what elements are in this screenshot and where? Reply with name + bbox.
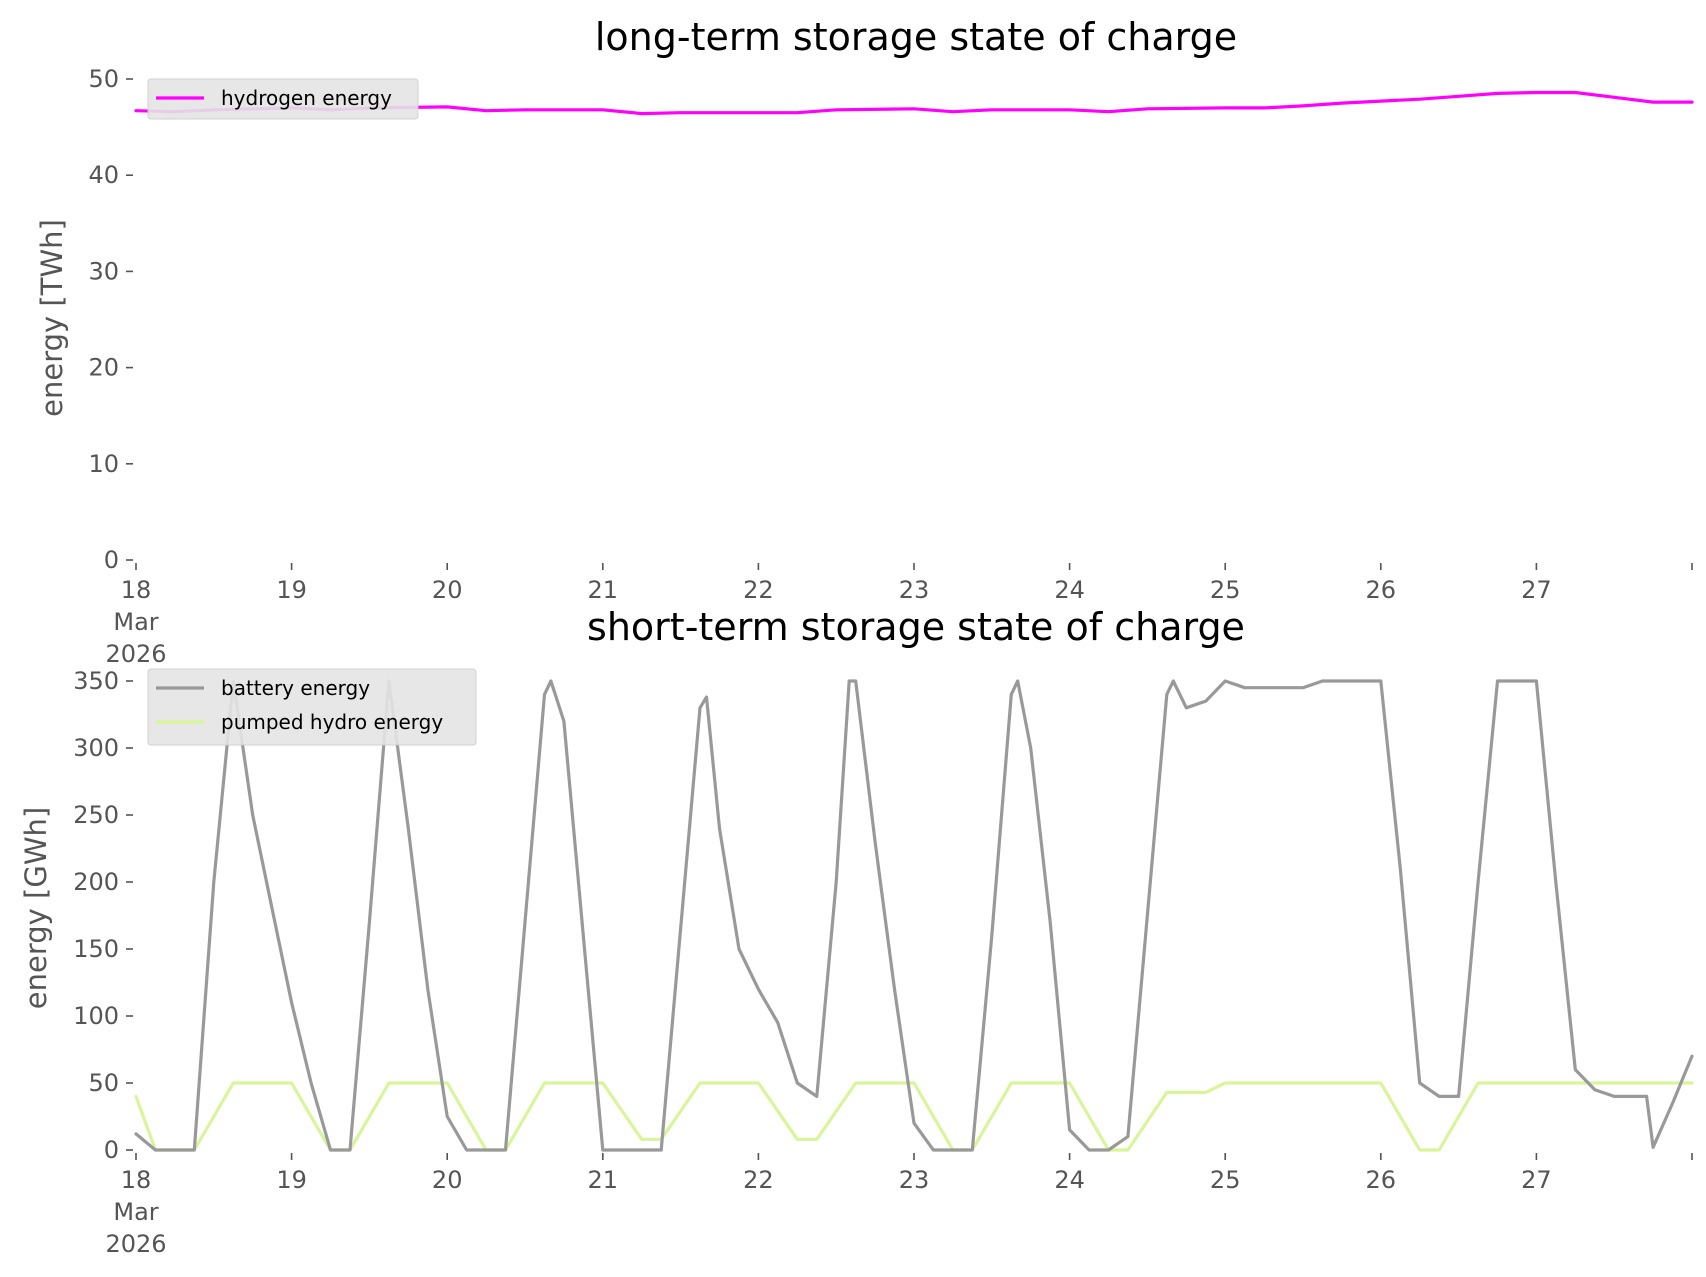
short-term-x-tick-label: 25 [1210, 1166, 1241, 1194]
short-term-x-tick-label: 27 [1521, 1166, 1552, 1194]
short-term-y-tick-label: 150 [73, 935, 119, 963]
long-term-x-tick-label: 24 [1054, 576, 1085, 604]
long-term-x-tick-label: 20 [432, 576, 463, 604]
long-term-x-tick-label: 18 [121, 576, 152, 604]
short-term-x-tick-label: 22 [743, 1166, 774, 1194]
short-term-panel: short-term storage state of charge energ… [19, 605, 1694, 1258]
long-term-x-tick-label: 23 [899, 576, 930, 604]
long-term-x-tick-label: 26 [1366, 576, 1397, 604]
long-term-x-tick-label: 22 [743, 576, 774, 604]
long-term-y-tick-label: 0 [104, 546, 119, 574]
short-term-y-tick-label: 350 [73, 667, 119, 695]
short-term-x-tick-label: 20 [432, 1166, 463, 1194]
short-term-y-tick-label: 50 [88, 1069, 119, 1097]
long-term-x-tick-label: 2026 [105, 640, 166, 668]
long-term-x-tick-label: 27 [1521, 576, 1552, 604]
short-term-x-tick-label: 26 [1366, 1166, 1397, 1194]
legend-hydrogen-label: hydrogen energy [221, 86, 392, 110]
short-term-x-tick-label: 18 [121, 1166, 152, 1194]
short-term-x-tick-label: 19 [276, 1166, 307, 1194]
short-term-ylabel: energy [GWh] [19, 807, 53, 1009]
short-term-x-tick-label: 21 [588, 1166, 619, 1194]
long-term-y-tick-label: 20 [88, 354, 119, 382]
short-term-y-tick-label: 100 [73, 1002, 119, 1030]
short-term-legend-box [147, 668, 477, 746]
short-term-title: short-term storage state of charge [587, 605, 1245, 649]
long-term-y-tick-label: 10 [88, 450, 119, 478]
short-term-y-tick-label: 200 [73, 868, 119, 896]
battery-energy-line [134, 679, 1694, 1152]
long-term-panel: long-term storage state of charge energy… [35, 15, 1694, 668]
long-term-y-tick-label: 50 [88, 65, 119, 93]
long-term-x-ticks: 18 Mar 2026 19 20 21 22 23 24 25 26 27 [105, 563, 1693, 668]
long-term-y-tick-label: 30 [88, 257, 119, 285]
short-term-x-tick-label: 23 [899, 1166, 930, 1194]
long-term-legend-box [147, 78, 419, 120]
legend-battery-label: battery energy [221, 676, 370, 700]
long-term-ylabel: energy [TWh] [35, 219, 69, 417]
short-term-series [134, 679, 1694, 1152]
legend-pumped-hydro-label: pumped hydro energy [221, 710, 443, 734]
short-term-y-ticks: 0 50 100 150 200 250 300 350 [73, 667, 133, 1164]
short-term-y-tick-label: 300 [73, 734, 119, 762]
long-term-x-tick-label: 25 [1210, 576, 1241, 604]
long-term-x-tick-label: 21 [588, 576, 619, 604]
short-term-x-tick-label: Mar [113, 1198, 158, 1226]
long-term-title: long-term storage state of charge [595, 15, 1237, 59]
short-term-x-tick-label: 24 [1054, 1166, 1085, 1194]
short-term-y-tick-label: 250 [73, 801, 119, 829]
short-term-legend: battery energy pumped hydro energy [147, 668, 477, 746]
long-term-x-tick-label: 19 [276, 576, 307, 604]
long-term-y-tick-label: 40 [88, 161, 119, 189]
short-term-x-ticks: 18 Mar 2026 19 20 21 22 23 24 25 26 27 [105, 1153, 1693, 1258]
long-term-x-tick-label: Mar [113, 608, 158, 636]
long-term-y-ticks: 0 10 20 30 40 50 [88, 65, 133, 574]
short-term-x-tick-label: 2026 [105, 1230, 166, 1258]
short-term-y-tick-label: 0 [104, 1136, 119, 1164]
long-term-legend: hydrogen energy [147, 78, 419, 120]
